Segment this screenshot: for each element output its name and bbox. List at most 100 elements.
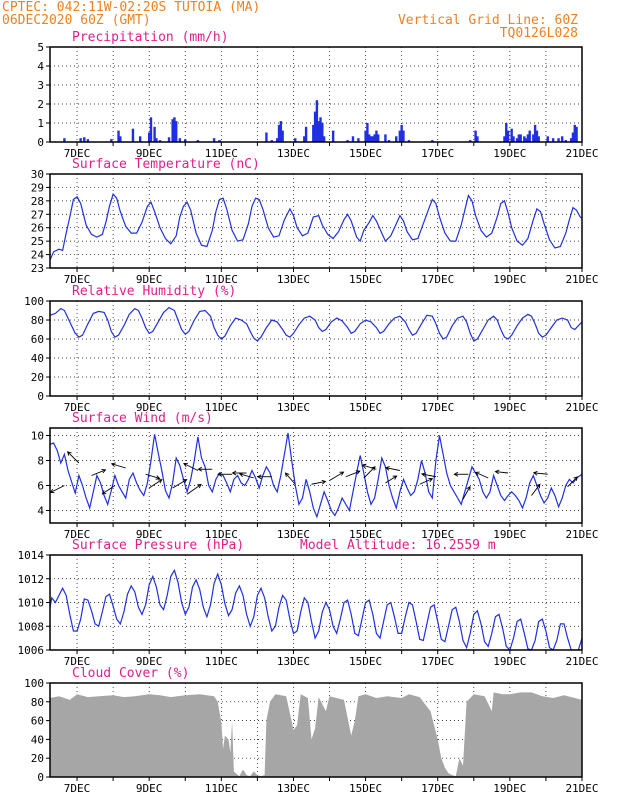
y-tick-label: 4: [37, 505, 44, 518]
precip-bar: [317, 121, 320, 142]
precip-bar: [212, 138, 216, 142]
series-line-wind: [50, 432, 582, 519]
precip-bar: [560, 136, 564, 142]
frame-cloud: [49, 682, 583, 778]
panel-precipitation: Precipitation (mm/h) 0 1 2 3 4 5 7DEC 9DEC 11DEC 1…: [37, 30, 598, 160]
frame-humidity: [49, 300, 583, 397]
x-tick-label: 15DEC: [349, 528, 382, 541]
precip-bar: [431, 140, 434, 142]
precip-bar: [357, 138, 360, 142]
y-axis-humidity: 0 20 40 60 80 100: [24, 295, 50, 403]
precip-bar: [476, 136, 479, 142]
precip-bar: [395, 136, 398, 142]
wind-arrow: [66, 451, 80, 464]
precip-bar: [321, 123, 324, 142]
x-tick-label: 21DEC: [565, 655, 598, 668]
precip-bar: [535, 130, 539, 142]
precip-bar: [218, 140, 221, 142]
wind-arrow: [531, 483, 541, 496]
y-tick-label: 40: [31, 733, 44, 746]
x-tick-label: 7DEC: [64, 655, 91, 668]
y-tick-label: 1: [37, 117, 44, 130]
precip-bar: [551, 138, 555, 142]
precip-bar: [387, 140, 391, 142]
x-tick-label: 15DEC: [349, 147, 382, 160]
precip-bar: [528, 130, 531, 142]
precip-bar: [368, 134, 371, 142]
precip-bar: [351, 136, 355, 142]
precip-bar: [474, 130, 477, 142]
y-tick-label: 27: [31, 208, 44, 221]
precip-bar: [557, 138, 560, 142]
x-axis-humidity: 7DEC 9DEC 11DEC 13DEC 15DEC 17DEC 19DEC 21DEC: [64, 396, 599, 414]
panel-wind: Surface Wind (m/s) 4 6 8 10 7DEC 9DEC 11DEC 13DE…: [31, 411, 599, 541]
x-tick-label: 19DEC: [493, 147, 526, 160]
precip-bar: [149, 117, 153, 142]
precip-bar: [364, 130, 367, 142]
x-tick-label: 11DEC: [205, 273, 238, 286]
plot-pressure: [50, 568, 582, 650]
y-tick-label: 1008: [18, 620, 45, 633]
panel-temperature: Surface Temperature (nC) 2324252627282930…: [31, 157, 599, 286]
y-tick-label: 23: [31, 262, 44, 275]
panel-pressure: Surface Pressure (hPa) Model Altitude: 16…: [18, 538, 599, 668]
y-tick-label: 6: [37, 480, 44, 493]
precip-bar: [119, 136, 122, 142]
wind-arrow: [172, 479, 188, 489]
wind-arrow: [101, 485, 116, 495]
wind-arrow: [183, 462, 199, 471]
plot-precipitation: [63, 100, 578, 142]
y-axis-cloud: 0 20 40 60 80 100: [24, 677, 50, 784]
x-tick-label: 17DEC: [421, 401, 454, 414]
frame-precipitation: [49, 46, 583, 143]
x-tick-label: 19DEC: [493, 782, 526, 795]
plot-cloud: [50, 692, 582, 777]
precip-bar: [571, 132, 575, 142]
precip-bar: [510, 128, 513, 142]
wind-arrow: [186, 483, 202, 495]
y-tick-label: 1006: [18, 644, 45, 657]
wind-arrow: [384, 466, 400, 471]
precip-bar: [277, 124, 281, 142]
x-tick-label: 11DEC: [205, 528, 238, 541]
y-tick-label: 3: [37, 79, 44, 92]
precip-bar: [546, 136, 549, 142]
y-tick-label: 28: [31, 195, 44, 208]
panel-title-temperature: Surface Temperature (nC): [72, 157, 260, 172]
precip-bar: [83, 137, 86, 142]
x-axis-temperature: 7DEC 9DEC 11DEC 13DEC 15DEC 17DEC 19DEC 21DEC: [64, 268, 599, 286]
y-axis-pressure: 1006 1008 1010 1012 1014: [18, 549, 50, 657]
precip-bar: [322, 136, 326, 142]
precip-bar: [503, 136, 506, 142]
x-tick-label: 15DEC: [349, 401, 382, 414]
header-model: TQ0126L028: [500, 26, 578, 41]
precip-bar: [407, 140, 411, 142]
wind-arrow: [421, 472, 437, 478]
precip-bar: [532, 134, 535, 142]
y-tick-label: 60: [31, 715, 44, 728]
precip-bar: [371, 136, 375, 142]
wind-arrow: [238, 472, 254, 479]
x-axis-precipitation: 7DEC 9DEC 11DEC 13DEC 15DEC 17DEC 19DEC 21DEC: [64, 142, 599, 160]
y-tick-label: 1012: [18, 573, 45, 586]
x-tick-label: 15DEC: [349, 273, 382, 286]
x-tick-label: 19DEC: [493, 273, 526, 286]
precip-bar: [265, 132, 268, 142]
y-axis-precipitation: 0 1 2 3 4 5: [37, 41, 50, 149]
y-tick-label: 80: [31, 696, 44, 709]
wind-arrow: [532, 470, 548, 476]
x-tick-label: 9DEC: [136, 273, 163, 286]
wind-arrow: [217, 471, 233, 477]
x-tick-label: 21DEC: [565, 782, 598, 795]
x-tick-label: 21DEC: [565, 147, 598, 160]
precip-bar: [517, 134, 521, 142]
x-tick-label: 13DEC: [277, 782, 310, 795]
panel-title-wind: Surface Wind (m/s): [72, 411, 213, 426]
x-tick-label: 7DEC: [64, 401, 91, 414]
plot-wind: [50, 432, 582, 519]
precip-bar: [131, 128, 135, 142]
wind-arrow: [110, 462, 126, 469]
precip-bar: [158, 140, 162, 142]
precip-bar: [573, 124, 576, 142]
x-tick-label: 13DEC: [277, 273, 310, 286]
